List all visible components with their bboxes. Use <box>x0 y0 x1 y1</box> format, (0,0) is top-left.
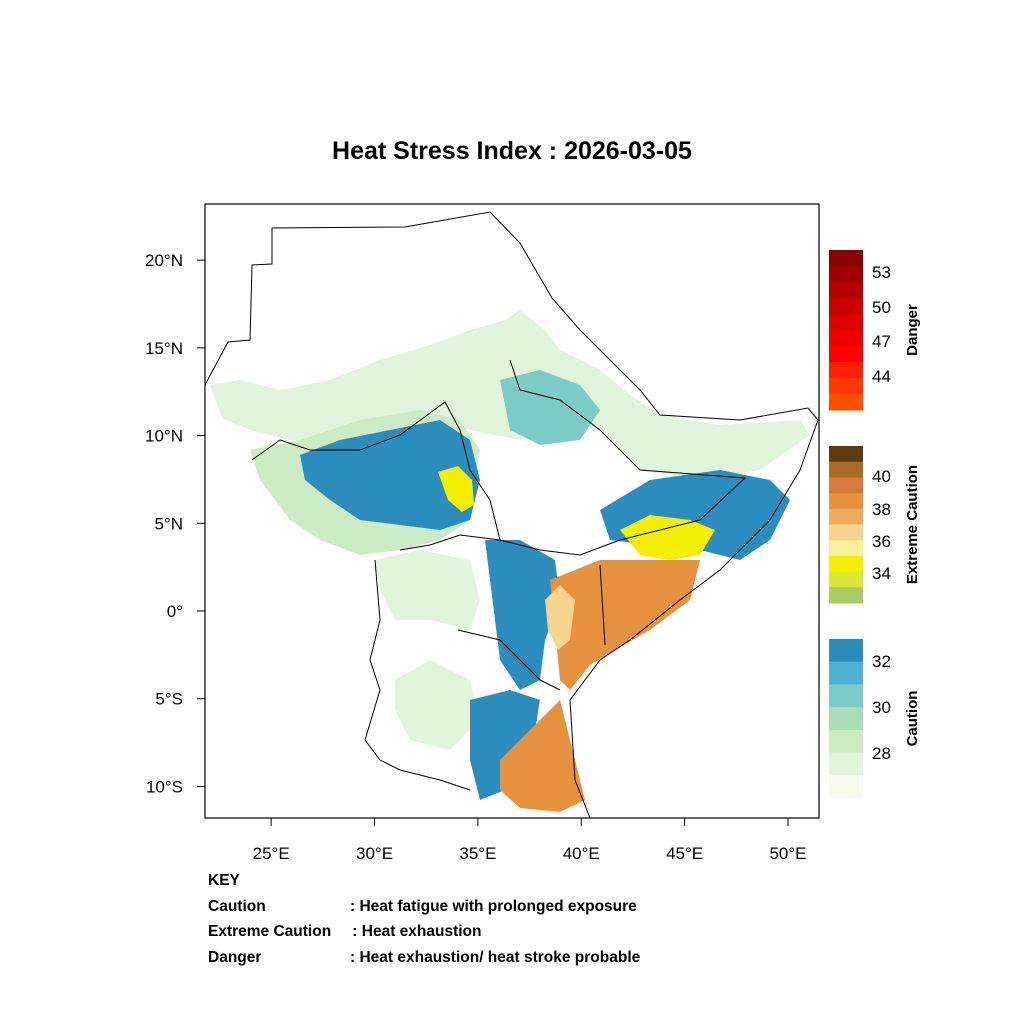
colorbar-tick-label: 34 <box>872 564 891 583</box>
border-ethiopia-somalia <box>509 359 747 541</box>
caution-dark-zone-south <box>470 690 540 800</box>
colorbar-swatch <box>829 571 863 588</box>
colorbar-swatch <box>829 508 863 525</box>
colorbar-tick-label: 28 <box>872 744 891 763</box>
key-definition: : Heat exhaustion/ heat stroke probable <box>350 948 641 966</box>
extreme-caution-yellow-east <box>620 515 715 560</box>
colorbar-swatch <box>829 639 863 663</box>
key-row-danger: Danger : Heat exhaustion/ heat stroke pr… <box>208 945 640 971</box>
key-term: Extreme Caution <box>208 923 332 940</box>
colorbar-tick-label: 38 <box>872 500 891 519</box>
lon-tick-label: 45°E <box>666 844 703 863</box>
border-kenya-somalia <box>599 564 606 646</box>
key-heading: KEY <box>208 868 240 894</box>
colorbar-label: Danger <box>904 304 921 356</box>
caution-dark-zone-rift <box>485 540 560 690</box>
lat-tick-label: 5°S <box>155 690 183 709</box>
colorbar-swatch <box>829 394 863 411</box>
border-sudan-chad <box>251 401 501 541</box>
lon-tick-label: 50°E <box>769 844 806 863</box>
colorbar-swatch <box>829 314 863 331</box>
colorbar-label: Extreme Caution <box>904 465 921 584</box>
key-legend: KEY Caution : Heat fatigue with prolonge… <box>208 868 640 971</box>
key-heading-text: KEY <box>208 872 240 889</box>
lon-tick-label: 40°E <box>563 844 600 863</box>
key-term: Danger <box>208 948 262 966</box>
colorbar-tick-label: 44 <box>872 367 891 386</box>
extreme-caution-orange-tanzania <box>500 700 585 812</box>
colorbar-tick-label: 30 <box>872 698 891 717</box>
lat-tick-label: 5°N <box>154 514 183 533</box>
border-east-africa <box>457 629 561 691</box>
key-row-caution: Caution : Heat fatigue with prolonged ex… <box>208 894 637 920</box>
colorbar-tick-label: 47 <box>872 332 891 351</box>
colorbar-swatch <box>829 362 863 379</box>
colorbar-swatch <box>829 524 863 541</box>
colorbar-swatch <box>829 729 863 754</box>
lat-tick-label: 20°N <box>145 251 183 270</box>
colorbar-tick-label: 53 <box>872 263 891 282</box>
extreme-caution-pale-band <box>545 585 575 650</box>
country-borders <box>204 211 819 819</box>
lon-tick-label: 25°E <box>253 844 290 863</box>
colorbar-swatch <box>829 250 863 267</box>
caution-light-zone-central <box>375 550 480 630</box>
colorbar-tick-label: 36 <box>872 532 891 551</box>
colorbar-swatch <box>829 775 863 799</box>
key-term: Caution <box>208 897 266 915</box>
colorbar-swatch <box>829 493 863 510</box>
colorbar-swatch <box>829 752 863 776</box>
colorbar-swatch <box>829 266 863 283</box>
colorbar-swatch <box>829 282 863 299</box>
latitude-axis: 20°N 15°N 10°N 5°N 0° 5°S 10°S <box>145 251 205 796</box>
map-frame <box>204 203 820 819</box>
colorbar-swatch <box>829 330 863 347</box>
colorbar-swatch <box>829 346 863 363</box>
colorbar-tick-label: 32 <box>872 652 891 671</box>
extreme-caution-orange-coast <box>550 560 700 690</box>
land-area <box>205 212 818 818</box>
colorbar-swatch <box>829 661 863 685</box>
border-outline <box>204 211 819 819</box>
border-south-sudan <box>399 534 621 556</box>
key-row-extreme-caution: Extreme Caution : Heat exhaustion <box>208 919 482 945</box>
longitude-axis: 25°E 30°E 35°E 40°E 45°E 50°E <box>253 818 807 863</box>
key-definition: : Heat exhaustion <box>348 923 482 940</box>
lat-tick-label: 10°S <box>146 777 183 796</box>
colorbar-swatch <box>829 707 863 731</box>
colorbar-swatch <box>829 540 863 557</box>
lon-tick-label: 35°E <box>459 844 496 863</box>
colorbar-tick-label: 40 <box>872 467 891 486</box>
colorbar-swatch <box>829 461 863 478</box>
lon-tick-label: 30°E <box>356 844 393 863</box>
colorbar-swatch <box>829 477 863 494</box>
colorbars: 53 50 47 44 Danger 40 38 36 34 Extreme Caution 32 3… <box>829 250 921 799</box>
caution-dark-zone-west <box>300 420 480 530</box>
caution-teal-zone-highlands <box>500 370 600 445</box>
lat-tick-label: 15°N <box>145 339 183 358</box>
extreme-caution-yellow-sudan <box>438 466 474 512</box>
colorbar-swatch <box>829 684 863 708</box>
caution-light-zone-south <box>395 660 480 750</box>
map-title: Heat Stress Index : 2026-03-05 <box>332 137 692 165</box>
lat-tick-label: 0° <box>167 602 183 621</box>
key-definition: : Heat fatigue with prolonged exposure <box>350 897 637 915</box>
map-field <box>205 212 818 818</box>
lat-tick-label: 10°N <box>145 427 183 446</box>
colorbar-swatch <box>829 555 863 573</box>
colorbar-label: Caution <box>904 691 921 747</box>
border-congo <box>364 559 471 791</box>
colorbar-swatch <box>829 378 863 395</box>
colorbar-swatch <box>829 446 863 463</box>
colorbar-swatch <box>829 298 863 315</box>
colorbar-tick-label: 50 <box>872 298 891 317</box>
colorbar-swatch <box>829 587 863 604</box>
